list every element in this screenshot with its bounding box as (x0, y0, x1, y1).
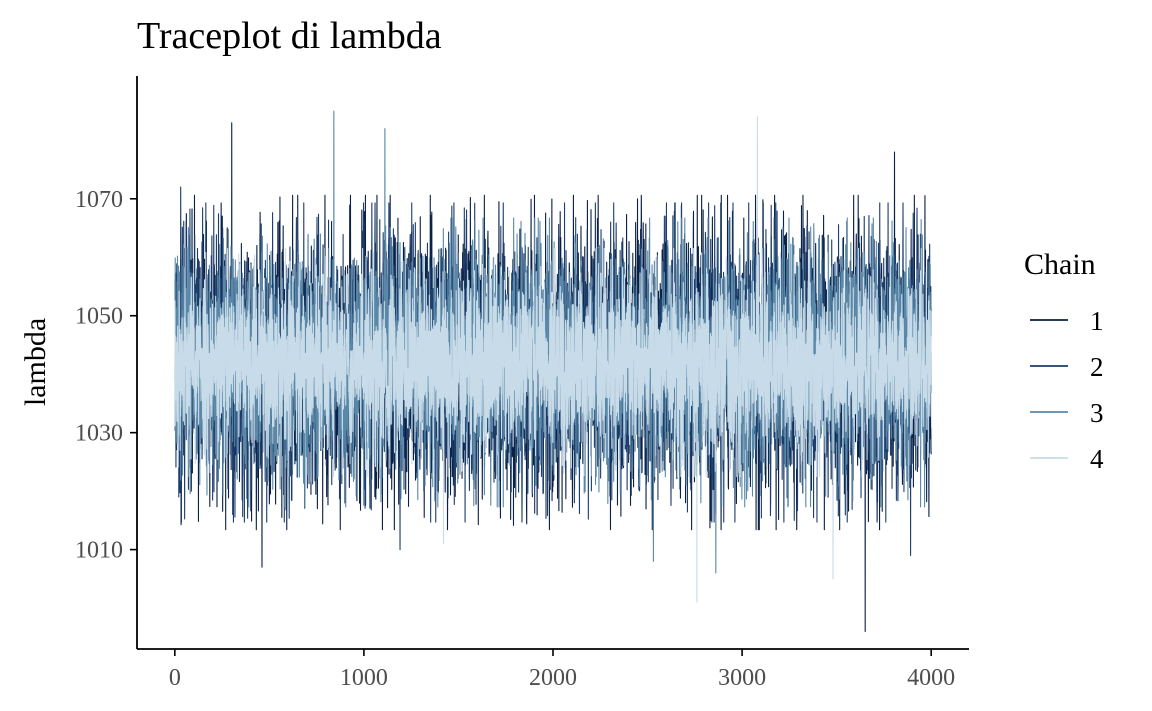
x-axis-ticks: 0 1000 2000 3000 4000 (169, 649, 955, 691)
series-line-chain-4 (174, 116, 932, 603)
plot-area (174, 110, 932, 633)
x-tick-label: 3000 (718, 665, 766, 691)
legend-label-chain-2: 2 (1090, 352, 1104, 382)
legend-label-chain-3: 3 (1090, 398, 1104, 428)
legend-label-chain-4: 4 (1090, 444, 1104, 474)
legend: Chain 1 2 3 4 (1024, 248, 1104, 474)
y-axis-label: lambda (19, 318, 52, 406)
x-tick-label: 0 (169, 665, 181, 691)
legend-label-chain-1: 1 (1090, 306, 1104, 336)
chart-title: Traceplot di lambda (137, 15, 442, 57)
legend-title: Chain (1024, 248, 1096, 281)
y-tick-label: 1010 (75, 538, 123, 564)
y-tick-label: 1070 (75, 187, 123, 213)
x-tick-label: 4000 (907, 665, 955, 691)
x-tick-label: 2000 (529, 665, 577, 691)
y-tick-label: 1050 (75, 304, 123, 330)
y-tick-label: 1030 (75, 421, 123, 447)
x-tick-label: 1000 (340, 665, 388, 691)
y-axis-ticks: 1010 1030 1050 1070 (75, 187, 137, 564)
